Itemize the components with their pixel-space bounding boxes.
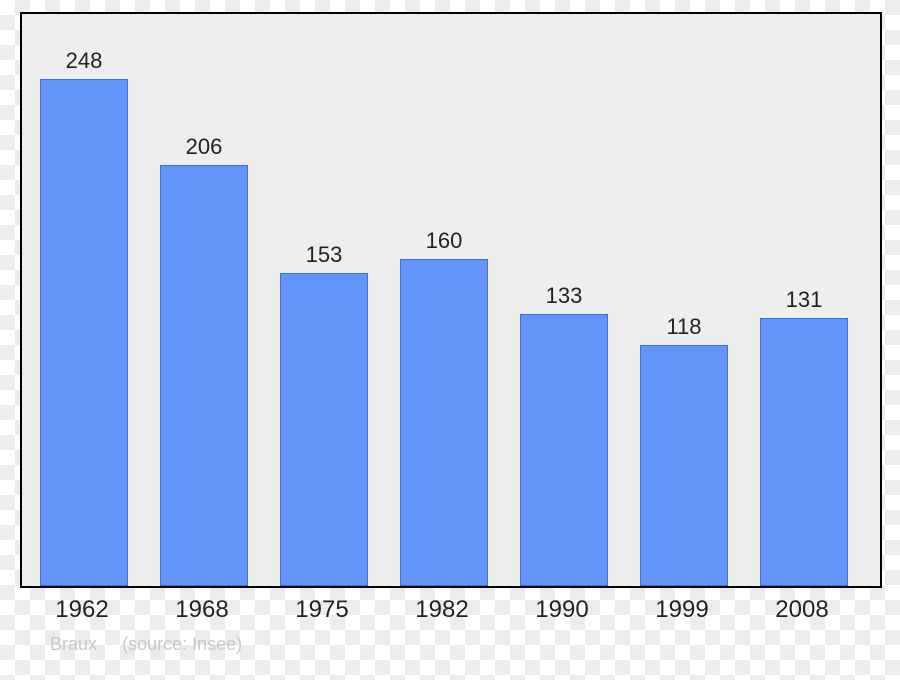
x-tick-label: 1962 [38, 596, 126, 624]
x-tick-label: 1990 [518, 596, 606, 624]
bar-value-label: 118 [641, 314, 727, 340]
bar-value-label: 153 [281, 242, 367, 268]
x-tick-label: 1968 [158, 596, 246, 624]
bar: 248 [40, 79, 128, 586]
x-tick-label: 2008 [758, 596, 846, 624]
bar-value-label: 206 [161, 134, 247, 160]
bar: 206 [160, 165, 248, 586]
caption-source: (source: Insee) [122, 634, 242, 654]
canvas: 248 206 153 160 133 118 131 1962 1968 1975 1982 19… [0, 0, 900, 680]
bar: 153 [280, 273, 368, 586]
bar-value-label: 131 [761, 287, 847, 313]
bar-value-label: 133 [521, 283, 607, 309]
x-tick-label: 1999 [638, 596, 726, 624]
bar-value-label: 160 [401, 228, 487, 254]
bar: 160 [400, 259, 488, 586]
bar: 133 [520, 314, 608, 586]
bar-value-label: 248 [41, 48, 127, 74]
bar: 131 [760, 318, 848, 586]
bar: 118 [640, 345, 728, 586]
caption-place: Braux [50, 634, 97, 654]
plot-area: 248 206 153 160 133 118 131 [20, 12, 882, 588]
caption: Braux (source: Insee) [50, 634, 242, 655]
x-tick-label: 1975 [278, 596, 366, 624]
x-tick-label: 1982 [398, 596, 486, 624]
